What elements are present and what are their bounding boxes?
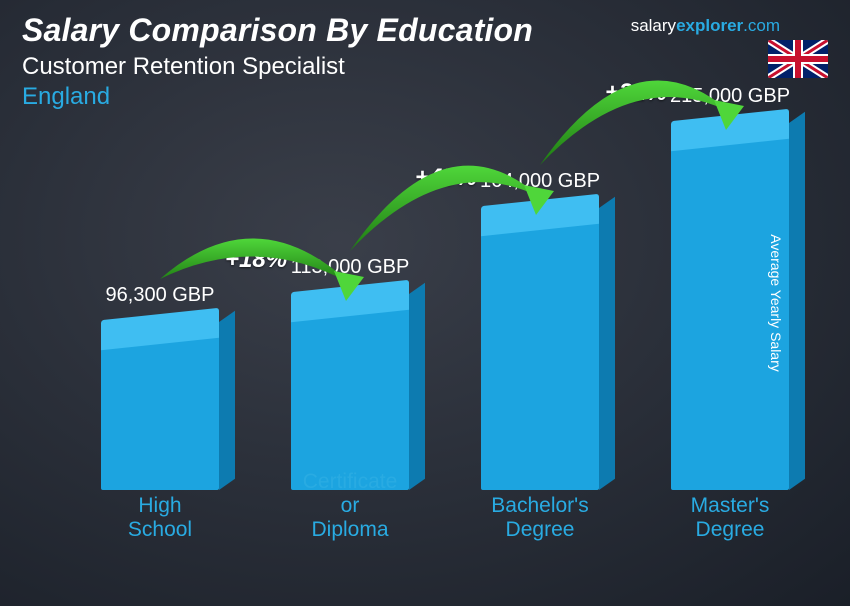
brand-logo: salaryexplorer.com	[631, 16, 780, 36]
brand-word2: explorer	[676, 16, 743, 35]
page-location: England	[22, 83, 828, 111]
arcs-layer	[40, 100, 800, 586]
page-subtitle: Customer Retention Specialist	[22, 53, 828, 81]
increase-arc	[160, 238, 350, 283]
arrowhead-icon	[524, 185, 554, 215]
increase-arc	[350, 166, 540, 251]
y-axis-label: Average Yearly Salary	[767, 234, 783, 372]
brand-suffix: .com	[743, 16, 780, 35]
brand-word1: salary	[631, 16, 676, 35]
arrowhead-icon	[334, 271, 364, 301]
flag-icon	[768, 40, 828, 78]
chart: 96,300 GBPHigh School113,000 GBPCertific…	[40, 130, 800, 586]
